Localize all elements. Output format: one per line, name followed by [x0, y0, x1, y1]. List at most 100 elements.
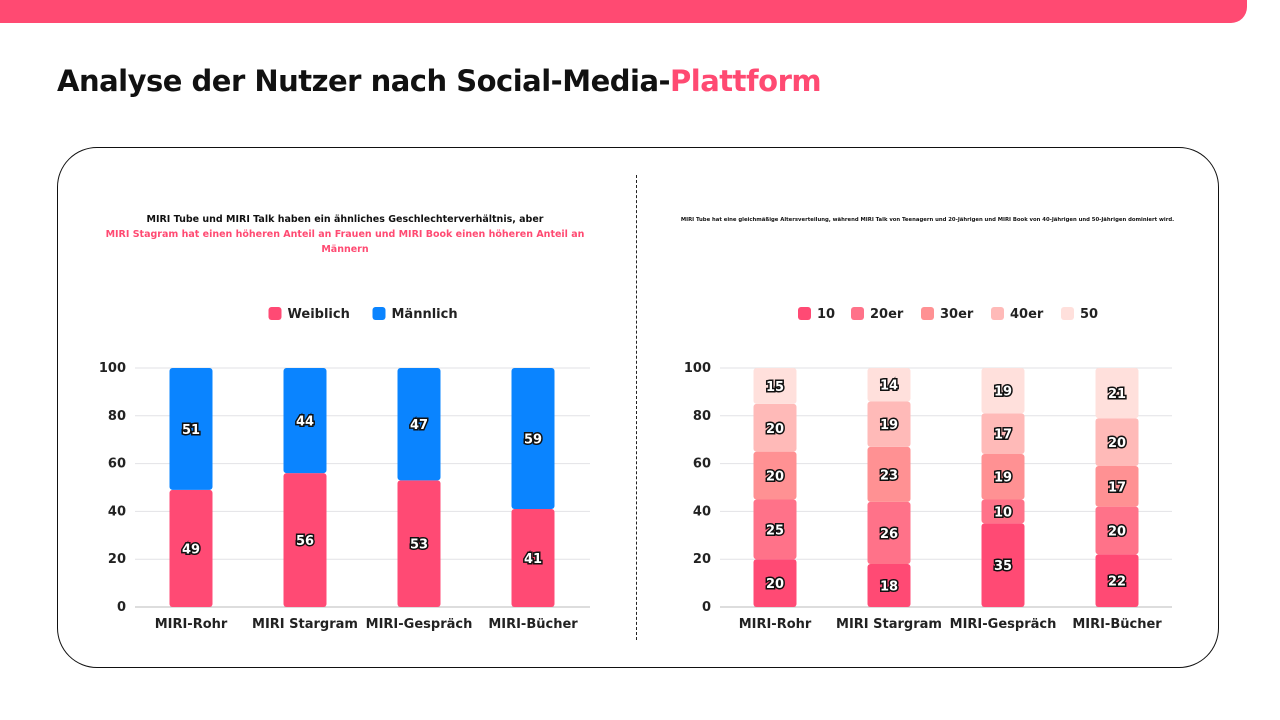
y-tick-label: 20	[693, 552, 711, 567]
legend-label: 30er	[940, 307, 974, 322]
chart-card	[57, 147, 1219, 668]
data-label: 51	[182, 423, 200, 438]
data-label: 19	[880, 418, 898, 433]
y-tick-label: 60	[108, 457, 126, 472]
title-highlight: Plattform	[670, 64, 822, 98]
y-tick-label: 0	[702, 600, 711, 615]
legend-label: 50	[1080, 307, 1098, 322]
divider	[636, 175, 637, 640]
legend-label: 40er	[1010, 307, 1044, 322]
bar-segment	[511, 368, 555, 510]
data-label: 17	[994, 428, 1012, 443]
y-tick-label: 40	[108, 504, 126, 519]
bar-segment	[867, 401, 911, 447]
bar-segment	[753, 499, 797, 560]
bar-segment	[981, 499, 1025, 524]
data-label: 20	[766, 470, 784, 485]
bar-segment	[753, 451, 797, 500]
y-tick-label: 80	[108, 409, 126, 424]
bar-segment	[981, 413, 1025, 455]
subtitle-line2: MIRI Stagram hat einen höheren Anteil an…	[105, 229, 585, 255]
bar-segment	[1095, 554, 1139, 607]
bar-segment	[981, 454, 1025, 500]
data-label: 41	[524, 552, 542, 567]
data-label: 20	[766, 422, 784, 437]
data-label: 25	[766, 523, 784, 538]
data-label: 19	[994, 471, 1012, 486]
x-tick-label: MIRI-Bücher	[1072, 617, 1162, 632]
legend-label: 10	[817, 307, 835, 322]
bar-segment	[283, 368, 327, 474]
data-label: 26	[880, 527, 898, 542]
bar-segment	[1095, 418, 1139, 466]
bar-segment	[867, 368, 911, 402]
subtitle-line1: MIRI Tube und MIRI Talk haben ein ähnlic…	[146, 214, 544, 225]
y-tick-label: 60	[693, 457, 711, 472]
data-label: 59	[524, 433, 542, 448]
legend-swatch	[798, 307, 811, 320]
page-title: Analyse der Nutzer nach Social-Media-Pla…	[57, 64, 822, 98]
y-tick-label: 100	[99, 361, 126, 376]
data-label: 35	[994, 559, 1012, 574]
legend-swatch	[851, 307, 864, 320]
data-label: 18	[880, 579, 898, 594]
x-tick-label: MIRI-Bücher	[488, 617, 578, 632]
data-label: 20	[1108, 525, 1126, 540]
data-label: 22	[1108, 575, 1126, 590]
legend-label: 20er	[870, 307, 904, 322]
age-chart-subtitle: MIRI Tube hat eine gleichmäßige Altersve…	[680, 217, 1175, 223]
bar-segment	[283, 473, 327, 607]
bar-segment	[1095, 465, 1139, 507]
bar-segment	[1095, 506, 1139, 555]
x-tick-label: MIRI Stargram	[836, 617, 942, 632]
y-tick-label: 80	[693, 409, 711, 424]
title-text: Analyse der Nutzer nach Social-Media-	[57, 64, 671, 98]
data-label: 10	[994, 505, 1012, 520]
y-tick-label: 0	[117, 600, 126, 615]
data-label: 44	[296, 415, 314, 430]
data-label: 14	[880, 379, 898, 394]
legend-swatch	[268, 307, 282, 320]
data-label: 15	[766, 380, 784, 395]
bar-segment	[511, 509, 555, 607]
data-label: 21	[1108, 387, 1126, 402]
bar-segment	[169, 368, 213, 490]
legend-swatch	[921, 307, 934, 320]
bar-segment	[867, 501, 911, 564]
bar-segment	[753, 559, 797, 607]
bar-segment	[867, 446, 911, 502]
bar-segment	[981, 523, 1025, 607]
bar-segment	[397, 368, 441, 481]
bar-segment	[1095, 368, 1139, 419]
x-tick-label: MIRI-Gespräch	[366, 617, 473, 632]
x-tick-label: MIRI Stargram	[252, 617, 358, 632]
bar-segment	[169, 489, 213, 607]
data-label: 47	[410, 418, 428, 433]
gender-chart-subtitle: MIRI Tube und MIRI Talk haben ein ähnlic…	[90, 212, 600, 257]
data-label: 19	[994, 385, 1012, 400]
bar-segment	[867, 563, 911, 607]
x-tick-label: MIRI-Rohr	[155, 617, 228, 632]
top-accent-bar	[0, 0, 1247, 23]
legend-swatch	[991, 307, 1004, 320]
x-tick-label: MIRI-Gespräch	[950, 617, 1057, 632]
bar-segment	[753, 403, 797, 452]
bar-segment	[397, 480, 441, 607]
y-tick-label: 100	[684, 361, 711, 376]
y-tick-label: 20	[108, 552, 126, 567]
legend-label: Weiblich	[288, 307, 350, 322]
legend-swatch	[1061, 307, 1074, 320]
x-tick-label: MIRI-Rohr	[739, 617, 812, 632]
data-label: 20	[766, 577, 784, 592]
data-label: 17	[1108, 480, 1126, 495]
data-label: 23	[880, 468, 898, 483]
legend-label: Männlich	[392, 307, 458, 322]
data-label: 20	[1108, 436, 1126, 451]
bar-segment	[981, 368, 1025, 414]
data-label: 53	[410, 538, 428, 553]
legend-swatch	[372, 307, 386, 320]
data-label: 56	[296, 534, 314, 549]
data-label: 49	[182, 542, 200, 557]
y-tick-label: 40	[693, 504, 711, 519]
